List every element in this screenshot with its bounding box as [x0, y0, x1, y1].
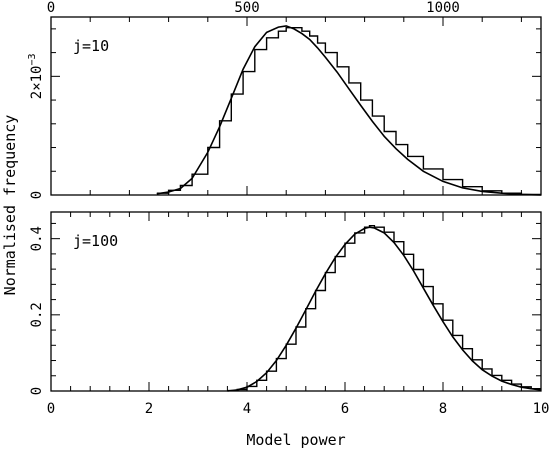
model-curve-2 [227, 226, 542, 392]
y-tick-label: 0 [29, 191, 45, 199]
y-tick-label: 0.2 [29, 302, 45, 327]
y-tick-exponent: −3 [27, 53, 38, 65]
x-tick-label: 1000 [426, 0, 460, 16]
x-tick-label: 500 [234, 0, 259, 16]
x-tick-label: 0 [47, 0, 55, 16]
x-tick-label: 10 [533, 401, 550, 417]
y-tick-label: 0.4 [29, 226, 45, 251]
histogram-series-1 [156, 27, 541, 196]
x-tick-label: 8 [439, 401, 447, 417]
panel-frame-2 [50, 211, 542, 392]
y-tick-label: 0 [29, 387, 45, 395]
model-curve-1 [156, 25, 542, 196]
x-tick-label: 6 [341, 401, 349, 417]
y-tick-label: 2×10−3 [27, 53, 45, 99]
histogram-series-2 [227, 225, 541, 392]
y-axis-label: Normalised frequency [1, 115, 19, 296]
panel-frame-1 [50, 16, 542, 196]
panel-label-2: j=100 [73, 232, 118, 250]
x-tick-label: 2 [145, 401, 153, 417]
panel-label-1: j=10 [73, 37, 109, 55]
x-tick-label: 0 [47, 401, 55, 417]
x-tick-label: 4 [243, 401, 251, 417]
x-axis-label: Model power [246, 431, 345, 449]
